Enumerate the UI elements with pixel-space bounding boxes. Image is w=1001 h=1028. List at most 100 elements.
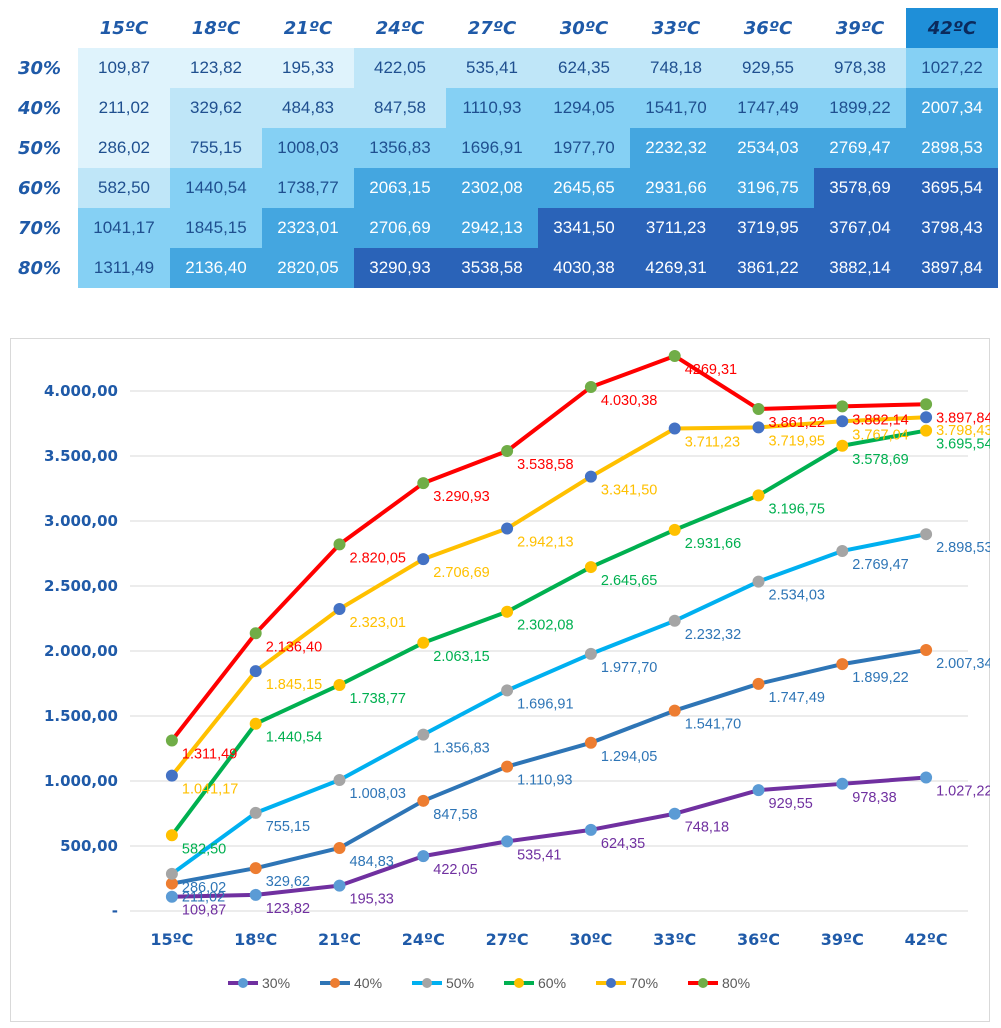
table-cell: 2645,65: [538, 168, 630, 208]
table-header-row: 15ºC 18ºC 21ºC 24ºC 27ºC 30ºC 33ºC 36ºC 39ºC 42ºC: [12, 8, 998, 48]
data-label: 109,87: [182, 903, 226, 919]
table-cell: 2769,47: [814, 128, 906, 168]
data-point: [920, 644, 933, 657]
data-label: 582,50: [182, 841, 226, 857]
table-cell: 3882,14: [814, 248, 906, 288]
data-label: 978,38: [852, 790, 896, 806]
table-cell: 1311,49: [78, 248, 170, 288]
series-line: [170, 415, 927, 777]
data-point: [501, 605, 514, 618]
table-cell: 2063,15: [354, 168, 446, 208]
series-line: [170, 353, 927, 742]
data-point: [668, 349, 681, 362]
data-point: [249, 806, 262, 819]
legend-label: 40%: [354, 975, 382, 991]
data-label: 4.030,38: [601, 393, 657, 409]
legend-label: 50%: [446, 975, 474, 991]
table-cell: 1110,93: [446, 88, 538, 128]
data-label: 2.323,01: [350, 615, 406, 631]
data-label: 1.041,17: [182, 782, 238, 798]
data-label: 1.845,15: [266, 677, 322, 693]
table-cell: 748,18: [630, 48, 722, 88]
legend-marker: [606, 978, 616, 988]
column-header: 39ºC: [835, 17, 885, 39]
table-cell: 2534,03: [722, 128, 814, 168]
table-cell: 3538,58: [446, 248, 538, 288]
table-cell: 195,33: [262, 48, 354, 88]
table-cell: 847,58: [354, 88, 446, 128]
table-row: 60% 582,50 1440,54 1738,77 2063,15 2302,08 264…: [12, 168, 998, 208]
data-label: 3.861,22: [769, 415, 825, 431]
data-label: 286,02: [182, 880, 226, 896]
data-label: 3.897,84: [936, 410, 990, 426]
row-header: 70%: [18, 217, 62, 239]
data-point: [333, 841, 346, 854]
data-label: 2.302,08: [517, 618, 573, 634]
data-point: [752, 784, 765, 797]
data-point: [836, 439, 849, 452]
data-label: 1.977,70: [601, 660, 657, 676]
data-label: 1.738,77: [350, 691, 406, 707]
data-label: 2.942,13: [517, 535, 573, 551]
data-label: 3.196,75: [769, 501, 825, 517]
data-point: [417, 636, 430, 649]
table-cell: 422,05: [354, 48, 446, 88]
series-line: [171, 648, 927, 886]
data-label: 1.356,83: [433, 741, 489, 757]
data-point: [417, 850, 430, 863]
table-cell: 1541,70: [630, 88, 722, 128]
data-label: 3.578,69: [852, 452, 908, 468]
x-tick-label: 18ºC: [234, 930, 277, 949]
data-label: 3.341,50: [601, 483, 657, 499]
legend-label: 80%: [722, 975, 750, 991]
y-tick-label: 500,00: [60, 837, 118, 855]
table-cell: 624,35: [538, 48, 630, 88]
table-cell: 2232,32: [630, 128, 722, 168]
data-label: 4269,31: [685, 362, 737, 378]
table-cell: 109,87: [78, 48, 170, 88]
data-label: 1.294,05: [601, 749, 657, 765]
data-point: [668, 523, 681, 536]
legend-marker: [238, 978, 248, 988]
data-point: [249, 627, 262, 640]
data-label: 2.007,34: [936, 656, 990, 672]
y-tick-label: 4.000,00: [44, 382, 118, 400]
data-label: 2.706,69: [433, 565, 489, 581]
x-tick-label: 33ºC: [653, 930, 696, 949]
series-line: [171, 775, 927, 899]
data-label: 3.711,23: [685, 435, 740, 451]
data-label: 624,35: [601, 836, 645, 852]
data-point: [920, 528, 933, 541]
y-tick-label: 3.500,00: [44, 447, 118, 465]
data-point: [501, 835, 514, 848]
data-point: [752, 677, 765, 690]
column-header: 33ºC: [651, 17, 701, 39]
data-label: 2.898,53: [936, 540, 990, 556]
y-tick-label: 1.000,00: [44, 772, 118, 790]
series-50pct: [165, 528, 933, 880]
data-label: 2.136,40: [266, 639, 322, 655]
x-tick-label: 24ºC: [402, 930, 445, 949]
series-80pct: [165, 349, 933, 747]
table-cell: 1977,70: [538, 128, 630, 168]
column-header: 18ºC: [191, 17, 241, 39]
heatmap-table-area: 15ºC 18ºC 21ºC 24ºC 27ºC 30ºC 33ºC 36ºC 39ºC 42ºC…: [0, 0, 1001, 300]
table-cell: 929,55: [722, 48, 814, 88]
column-header: 24ºC: [375, 17, 425, 39]
table-cell: 2931,66: [630, 168, 722, 208]
table-cell: 1041,17: [78, 208, 170, 248]
legend-marker: [698, 978, 708, 988]
table-cell: 978,38: [814, 48, 906, 88]
table-cell: 1747,49: [722, 88, 814, 128]
data-label: 422,05: [433, 862, 477, 878]
x-tick-label: 27ºC: [486, 930, 529, 949]
table-row: 50% 286,02 755,15 1008,03 1356,83 1696,91 1977…: [12, 128, 998, 168]
line-chart: - 500,00 1.000,00 1.500,00 2.000,00 2.500,00 3…: [44, 349, 990, 991]
table-cell: 3290,93: [354, 248, 446, 288]
table-cell: 1899,22: [814, 88, 906, 128]
data-point: [752, 489, 765, 502]
row-header: 60%: [18, 177, 62, 199]
table-cell: 3798,43: [906, 208, 998, 248]
data-point: [249, 717, 262, 730]
data-point: [920, 424, 933, 437]
